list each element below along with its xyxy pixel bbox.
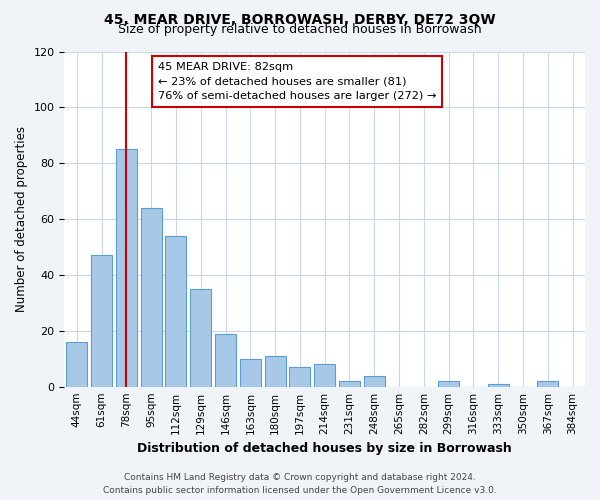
Bar <box>116 150 137 386</box>
Bar <box>438 381 459 386</box>
Bar <box>339 381 360 386</box>
Bar <box>190 289 211 386</box>
Bar <box>140 208 162 386</box>
Bar <box>364 376 385 386</box>
Bar <box>537 381 559 386</box>
Bar <box>66 342 88 386</box>
Bar <box>265 356 286 386</box>
Bar <box>91 256 112 386</box>
Text: 45 MEAR DRIVE: 82sqm
← 23% of detached houses are smaller (81)
76% of semi-detac: 45 MEAR DRIVE: 82sqm ← 23% of detached h… <box>158 62 436 101</box>
Text: 45, MEAR DRIVE, BORROWASH, DERBY, DE72 3QW: 45, MEAR DRIVE, BORROWASH, DERBY, DE72 3… <box>104 12 496 26</box>
Bar <box>240 358 261 386</box>
Bar <box>166 236 187 386</box>
X-axis label: Distribution of detached houses by size in Borrowash: Distribution of detached houses by size … <box>137 442 512 455</box>
Text: Contains HM Land Registry data © Crown copyright and database right 2024.
Contai: Contains HM Land Registry data © Crown c… <box>103 474 497 495</box>
Y-axis label: Number of detached properties: Number of detached properties <box>15 126 28 312</box>
Text: Size of property relative to detached houses in Borrowash: Size of property relative to detached ho… <box>118 22 482 36</box>
Bar <box>488 384 509 386</box>
Bar <box>215 334 236 386</box>
Bar <box>314 364 335 386</box>
Bar <box>289 367 310 386</box>
